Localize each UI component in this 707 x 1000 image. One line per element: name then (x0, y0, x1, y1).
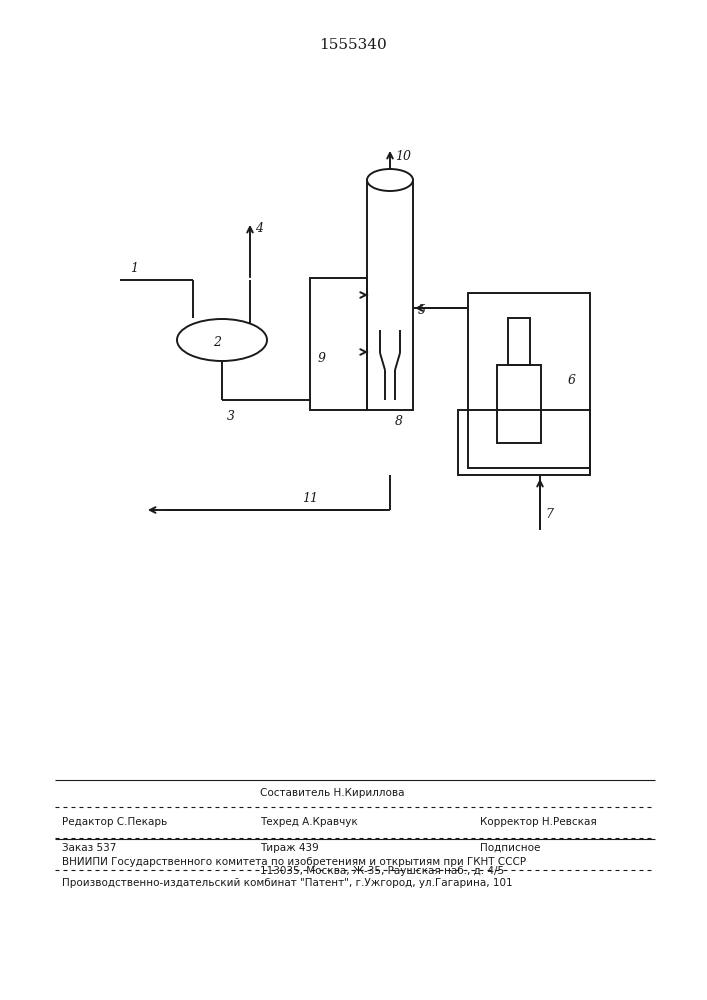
Text: 3: 3 (227, 410, 235, 423)
Bar (310, 278, 367, 410)
Text: 1: 1 (130, 261, 138, 274)
Text: ВНИИПИ Государственного комитета по изобретениям и открытиям при ГКНТ СССР: ВНИИПИ Государственного комитета по изоб… (62, 857, 526, 867)
Text: 10: 10 (395, 150, 411, 163)
Text: Корректор Н.Ревская: Корректор Н.Ревская (480, 817, 597, 827)
Bar (508, 318, 530, 365)
Text: Тираж 439: Тираж 439 (260, 843, 319, 853)
Text: Заказ 537: Заказ 537 (62, 843, 117, 853)
Text: 6: 6 (568, 374, 576, 387)
Text: Составитель Н.Кириллова: Составитель Н.Кириллова (260, 788, 404, 798)
Text: 1555340: 1555340 (319, 38, 387, 52)
Bar (497, 365, 542, 443)
Bar (468, 293, 590, 468)
Bar (367, 180, 413, 410)
Text: 11: 11 (302, 491, 318, 504)
Text: Техред А.Кравчук: Техред А.Кравчук (260, 817, 358, 827)
Text: 8: 8 (395, 415, 403, 428)
Text: 7: 7 (545, 508, 553, 522)
Bar (458, 410, 590, 475)
Ellipse shape (367, 169, 413, 191)
Text: 4: 4 (255, 222, 263, 234)
Text: 113035, Москва, Ж-35, Раушская наб., д. 4/5: 113035, Москва, Ж-35, Раушская наб., д. … (260, 866, 504, 876)
Text: Производственно-издательский комбинат "Патент", г.Ужгород, ул.Гагарина, 101: Производственно-издательский комбинат "П… (62, 878, 513, 888)
Text: 2: 2 (213, 336, 221, 349)
Text: Редактор С.Пекарь: Редактор С.Пекарь (62, 817, 168, 827)
Text: 5: 5 (418, 304, 426, 316)
Text: Подписное: Подписное (480, 843, 540, 853)
Text: 9: 9 (318, 352, 326, 364)
